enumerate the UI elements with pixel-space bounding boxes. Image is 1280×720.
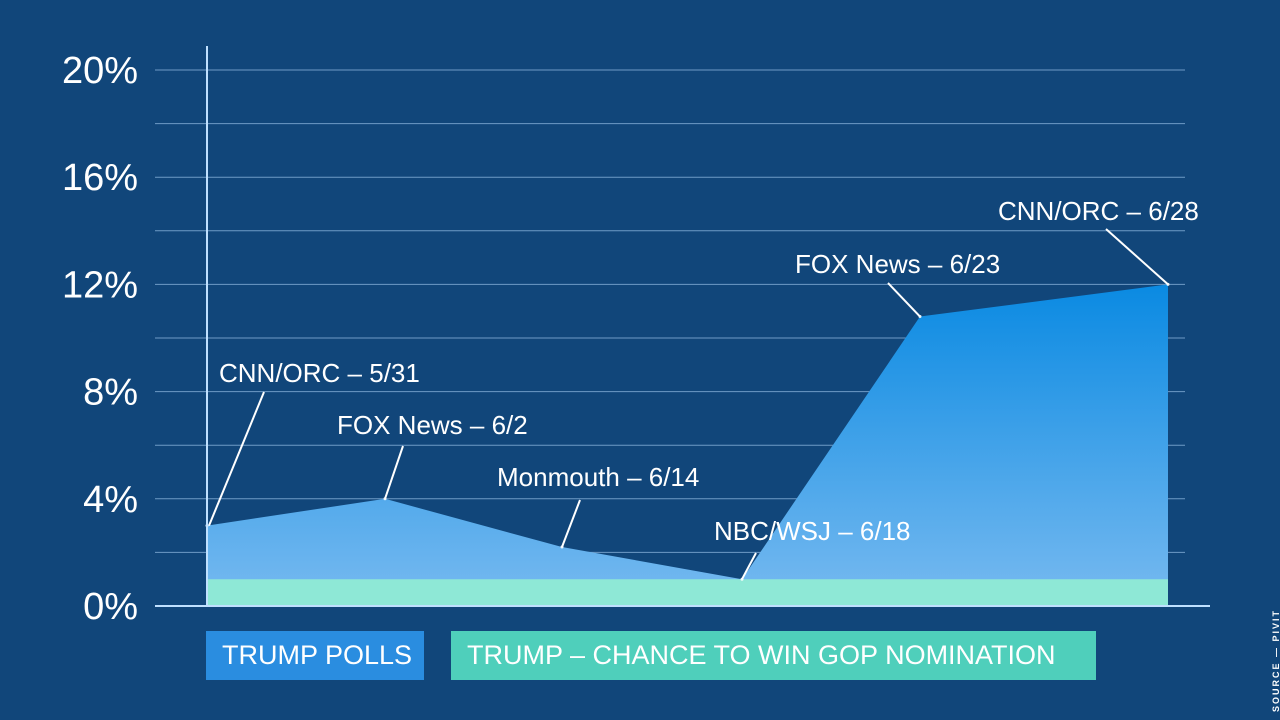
annotation-leader-line (741, 552, 757, 580)
annotation-leader-line (208, 391, 265, 526)
y-tick-label: 20% (62, 50, 138, 92)
axis-layer (155, 46, 1210, 607)
y-tick-label: 16% (62, 157, 138, 199)
chance-to-win-area (207, 579, 1168, 606)
y-tick-label: 12% (62, 264, 138, 306)
annotation-leader-line (887, 282, 921, 318)
source-credit: SOURCE — PIVIT (1271, 608, 1280, 712)
y-tick-label: 4% (83, 479, 138, 521)
annotation-label: NBC/WSJ – 6/18 (714, 516, 911, 546)
annotation-label: FOX News – 6/2 (337, 410, 528, 440)
annotation-label: FOX News – 6/23 (795, 249, 1000, 279)
annotations: CNN/ORC – 5/31 FOX News – 6/2 Monmouth – 6… (208, 196, 1199, 580)
annotation-label: CNN/ORC – 6/28 (998, 196, 1199, 226)
annotation-leader-line (384, 445, 404, 500)
legend-chance-to-win: TRUMP – CHANCE TO WIN GOP NOMINATION (451, 631, 1096, 680)
trump-polls-area (207, 284, 1168, 606)
legend-trump-polls: TRUMP POLLS (206, 631, 424, 680)
annotation-leader-line (1105, 228, 1169, 286)
y-tick-label: 0% (83, 586, 138, 628)
annotation-label: CNN/ORC – 5/31 (219, 358, 420, 388)
y-tick-label: 8% (83, 372, 138, 414)
area-layer (205, 282, 1170, 606)
annotation-label: Monmouth – 6/14 (497, 462, 699, 492)
grid-lines (155, 69, 1185, 553)
annotation-leader-line (561, 499, 581, 548)
y-tick-labels: 0% 4% 8% 12% 16% 20% (62, 50, 138, 628)
